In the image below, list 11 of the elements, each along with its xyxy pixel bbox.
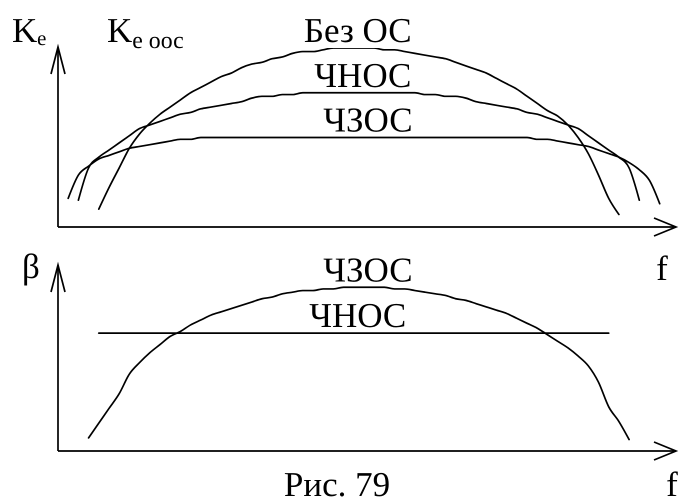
annotation: K$_{e оос}$: [107, 11, 184, 54]
series-label: Без ОС: [304, 11, 412, 50]
series-label: ЧЗОС: [323, 100, 413, 140]
series-label: ЧНОС: [309, 296, 406, 336]
y-axis-title: β: [22, 247, 40, 286]
series-label: ЧНОС: [314, 56, 412, 95]
x-axis-title: f: [666, 465, 678, 499]
x-axis-title: f: [656, 249, 668, 288]
y-axis-title: Kₑ: [12, 11, 46, 50]
series-label: ЧЗОС: [323, 250, 413, 290]
text: Рис. 79: [284, 465, 390, 499]
